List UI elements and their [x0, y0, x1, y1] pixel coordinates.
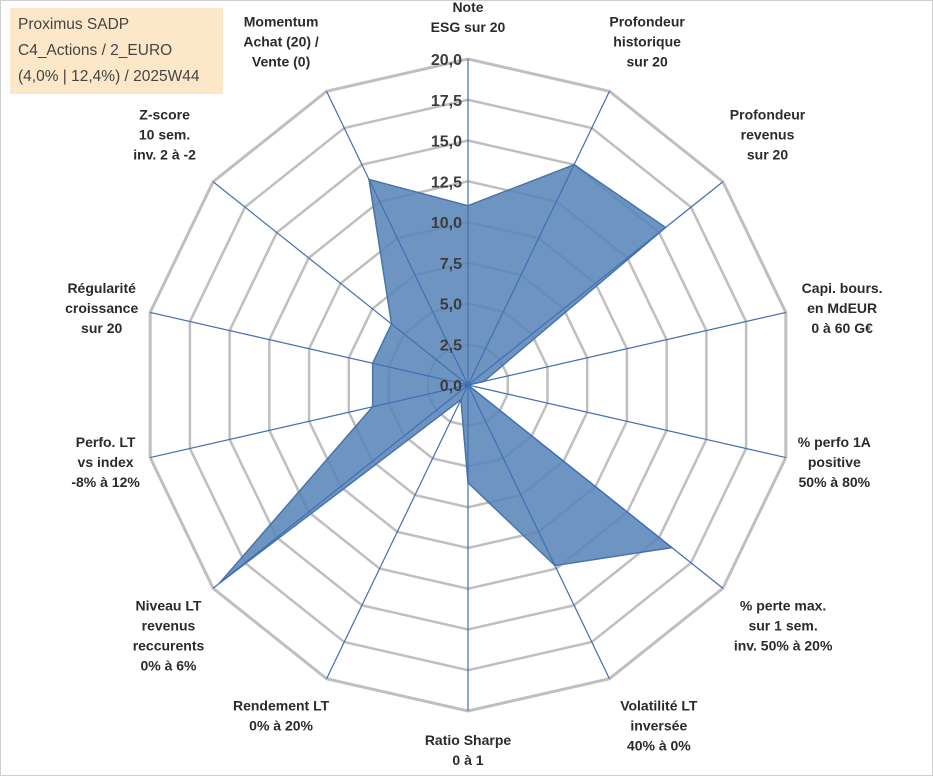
tick-label: 7,5 — [440, 256, 462, 273]
axis-label: Capi. bours. en MdEUR 0 à 60 G€ — [802, 280, 883, 336]
axis-label-line: revenus — [142, 618, 196, 634]
axis-label-line: Niveau LT — [136, 598, 202, 614]
axis-label-line: inversée — [630, 718, 687, 734]
axis-label-line: reccurents — [133, 638, 205, 654]
axis-label: Ratio Sharpe 0 à 1 — [425, 732, 512, 768]
axis-spoke — [150, 311, 469, 386]
axis-label-line: 0% à 6% — [140, 658, 197, 674]
legend-box: Proximus SADP C4_Actions / 2_EURO (4,0% … — [10, 8, 223, 94]
axis-label-line: historique — [613, 33, 681, 49]
axis-label-line: Capi. bours. — [802, 280, 883, 296]
tick-label: 12,5 — [431, 174, 462, 191]
tick-labels: 0,0 2,5 5,0 7,5 10,0 12,5 15,0 17,5 20,0 — [431, 52, 462, 395]
axis-label-line: % perte max. — [740, 598, 826, 614]
axis-label-line: 50% à 80% — [799, 474, 871, 490]
axis-label: Note ESG sur 20 — [431, 0, 506, 35]
legend-category: C4_Actions / 2_EURO — [18, 42, 173, 59]
tick-label: 20,0 — [431, 52, 462, 69]
axis-label-line: Perfo. LT — [76, 434, 136, 450]
axis-label-line: vs index — [78, 454, 134, 470]
axis-label-line: Note — [452, 0, 483, 15]
axis-label-line: 0% à 20% — [249, 718, 313, 734]
axis-label-line: Volatilité LT — [620, 698, 698, 714]
axis-label: Z-score 10 sem. inv. 2 à -2 — [133, 106, 196, 162]
axis-label: % perte max. sur 1 sem. inv. 50% à 20% — [734, 598, 833, 654]
axis-label-line: en MdEUR — [807, 300, 877, 316]
axis-label: Régularité croissance sur 20 — [65, 280, 138, 336]
axis-label-line: sur 20 — [747, 146, 788, 162]
axis-label: Profondeur historique sur 20 — [609, 13, 685, 69]
axis-spoke — [467, 384, 724, 589]
axis-label-line: % perfo 1A — [798, 434, 871, 450]
axis-label-line: revenus — [741, 126, 795, 142]
axis-label-line: -8% à 12% — [71, 474, 140, 490]
axis-label: % perfo 1A positive 50% à 80% — [798, 434, 871, 490]
axis-label-line: 10 sem. — [139, 126, 190, 142]
axis-label-line: positive — [808, 454, 861, 470]
axis-label-line: Z-score — [139, 106, 190, 122]
axis-label: Rendement LT 0% à 20% — [233, 698, 330, 734]
axis-spoke — [467, 91, 610, 386]
axis-spoke — [212, 181, 469, 386]
axis-spoke — [467, 181, 724, 386]
axis-spoke — [467, 384, 610, 679]
axis-label-line: sur 1 sem. — [748, 618, 817, 634]
tick-label: 5,0 — [440, 297, 462, 314]
axis-spokes — [150, 59, 786, 711]
axis-label-line: Vente (0) — [252, 53, 310, 69]
axis-label-line: sur 20 — [81, 320, 122, 336]
tick-label: 17,5 — [431, 93, 462, 110]
axis-label: Profondeur revenus sur 20 — [730, 106, 806, 162]
axis-label: Volatilité LT inversée 40% à 0% — [620, 698, 698, 754]
axis-label-line: inv. 2 à -2 — [133, 146, 196, 162]
axis-label-line: Régularité — [67, 280, 136, 296]
tick-label: 0,0 — [440, 378, 462, 395]
axis-spoke — [467, 311, 786, 386]
axis-label-line: Profondeur — [609, 13, 685, 29]
axis-label: Perfo. LT vs index -8% à 12% — [71, 434, 140, 490]
axis-label-line: inv. 50% à 20% — [734, 638, 833, 654]
legend-period: (4,0% | 12,4%) / 2025W44 — [18, 68, 200, 85]
axis-label-line: 0 à 60 G€ — [811, 320, 873, 336]
axis-spoke — [150, 384, 469, 459]
axis-spoke — [467, 384, 786, 459]
axis-label-line: 40% à 0% — [627, 738, 691, 754]
axis-label: Momentum Achat (20) / Vente (0) — [243, 13, 319, 69]
axis-spoke — [326, 384, 469, 679]
axis-label: Niveau LT revenus reccurents 0% à 6% — [133, 598, 205, 674]
axis-label-line: Momentum — [244, 13, 319, 29]
tick-label: 15,0 — [431, 134, 462, 151]
axis-label-line: Rendement LT — [233, 698, 330, 714]
axis-spoke — [326, 91, 469, 386]
axis-label-line: Ratio Sharpe — [425, 732, 512, 748]
tick-label: 2,5 — [440, 337, 462, 354]
axis-spoke — [212, 384, 469, 589]
axis-label-line: 0 à 1 — [452, 752, 483, 768]
axis-label-line: Profondeur — [730, 106, 806, 122]
axis-label-line: sur 20 — [626, 53, 667, 69]
axis-label-line: croissance — [65, 300, 138, 316]
tick-label: 10,0 — [431, 215, 462, 232]
axis-labels: Note ESG sur 20 Profondeur historique sur 20… — [65, 0, 882, 768]
axis-label-line: ESG sur 20 — [431, 19, 506, 35]
legend-name: Proximus SADP — [18, 16, 130, 33]
axis-label-line: Achat (20) / — [243, 33, 319, 49]
